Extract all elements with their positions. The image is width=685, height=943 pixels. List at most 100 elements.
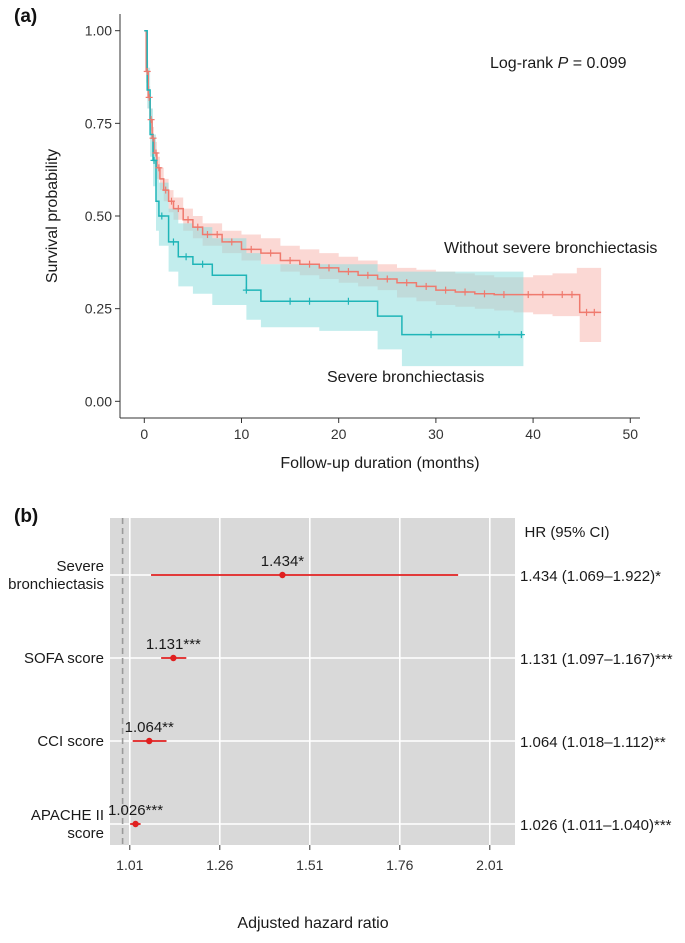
km-x-tick-label: 40 — [525, 426, 541, 442]
panel-a-label: (a) — [14, 6, 37, 27]
km-plot: 0.00 0.25 0.50 0.75 1.00 0 10 20 30 40 50 — [85, 14, 640, 442]
censor-mark-without-severe — [286, 256, 294, 264]
km-x-ticks: 0 10 20 30 40 50 — [140, 418, 638, 442]
censor-mark-without-severe — [461, 288, 469, 296]
forest-point — [132, 820, 139, 828]
km-y-tick-label: 1.00 — [85, 23, 112, 39]
censor-mark-without-severe — [442, 286, 450, 294]
forest-row-label: SOFA score — [24, 650, 104, 667]
forest-point-label: 1.064** — [125, 719, 174, 736]
censor-mark-without-severe — [524, 291, 532, 299]
censor-mark-without-severe — [583, 308, 591, 316]
forest-ci-text: 1.064 (1.018–1.112)** — [520, 734, 666, 751]
forest-point — [279, 571, 286, 579]
km-x-tick-label: 20 — [331, 426, 347, 442]
forest-panel-background — [110, 518, 515, 845]
forest-row-label: Severe — [56, 558, 104, 575]
censor-mark-without-severe — [152, 149, 160, 157]
censor-mark-without-severe — [168, 197, 176, 205]
km-curve-severe — [144, 29, 524, 336]
censor-mark-without-severe — [155, 164, 163, 172]
censor-mark-severe — [495, 331, 503, 339]
censor-mark-without-severe — [143, 67, 151, 75]
censor-mark-without-severe — [590, 308, 598, 316]
km-ci-band-severe — [144, 30, 524, 367]
km-x-axis-title: Follow-up duration (months) — [280, 455, 479, 472]
censor-mark-without-severe — [228, 238, 236, 246]
forest-ci-text: 1.434 (1.069–1.922)* — [520, 568, 661, 585]
forest-row-label: bronchiectasis — [8, 576, 104, 593]
km-y-ticks: 0.00 0.25 0.50 0.75 1.00 — [85, 23, 120, 409]
forest-point-label: 1.131*** — [146, 636, 201, 653]
forest-row-label: APACHE II — [31, 807, 104, 824]
logrank-annotation: Log-rank P = 0.099 — [490, 55, 627, 72]
censor-mark-without-severe — [422, 282, 430, 290]
censor-mark-without-severe — [213, 231, 221, 239]
censor-mark-without-severe — [500, 291, 508, 299]
forest-ci-text: 1.026 (1.011–1.040)*** — [520, 817, 672, 834]
km-y-tick-label: 0.50 — [85, 208, 112, 224]
censor-mark-without-severe — [568, 291, 576, 299]
censor-mark-without-severe — [203, 231, 211, 239]
forest-x-tick-label: 1.76 — [386, 857, 413, 873]
km-x-tick-label: 50 — [622, 426, 638, 442]
forest-ci-text: 1.131 (1.097–1.167)*** — [520, 651, 673, 668]
censor-mark-severe — [199, 260, 207, 268]
legend-label-without-severe: Without severe bronchiectasis — [444, 240, 657, 257]
censor-mark-without-severe — [194, 223, 202, 231]
censor-mark-without-severe — [325, 264, 333, 272]
panel-b-label: (b) — [14, 506, 38, 527]
censor-mark-without-severe — [267, 249, 275, 257]
censor-mark-without-severe — [364, 271, 372, 279]
km-y-tick-label: 0.75 — [85, 115, 112, 131]
km-y-tick-label: 0.00 — [85, 393, 112, 409]
censor-mark-severe — [169, 238, 177, 246]
censor-mark-without-severe — [403, 279, 411, 287]
forest-point-label: 1.434* — [261, 553, 305, 570]
legend-label-severe: Severe bronchiectasis — [327, 369, 484, 386]
censor-mark-without-severe — [306, 260, 314, 268]
km-x-tick-label: 10 — [234, 426, 250, 442]
forest-x-tick-label: 1.51 — [296, 857, 323, 873]
km-x-tick-label: 0 — [140, 426, 148, 442]
censor-mark-severe — [242, 286, 250, 294]
forest-x-axis-title: Adjusted hazard ratio — [237, 915, 388, 932]
censor-mark-without-severe — [344, 268, 352, 276]
forest-row: CCI score 1.064** 1.064 (1.018–1.112)** — [37, 719, 666, 751]
censor-mark-without-severe — [247, 245, 255, 253]
forest-point-label: 1.026*** — [108, 802, 163, 819]
km-y-tick-label: 0.25 — [85, 301, 112, 317]
forest-row-label: CCI score — [37, 733, 104, 750]
censor-mark-severe — [182, 253, 190, 261]
forest-x-ticks: 1.01 1.26 1.51 1.76 2.01 — [116, 845, 504, 873]
censor-mark-without-severe — [162, 186, 170, 194]
censor-mark-without-severe — [147, 116, 155, 124]
censor-mark-without-severe — [383, 275, 391, 283]
censor-mark-without-severe — [145, 93, 153, 101]
km-confidence-bands — [144, 30, 602, 367]
km-x-tick-label: 30 — [428, 426, 444, 442]
forest-point — [146, 737, 153, 745]
censor-mark-severe — [158, 212, 166, 220]
censor-mark-without-severe — [480, 290, 488, 298]
censor-mark-severe — [286, 297, 294, 305]
forest-x-tick-label: 2.01 — [476, 857, 503, 873]
forest-row-label: score — [67, 825, 104, 842]
censor-mark-severe — [427, 331, 435, 339]
censor-mark-severe — [306, 297, 314, 305]
forest-x-tick-label: 1.01 — [116, 857, 143, 873]
censor-mark-without-severe — [184, 216, 192, 224]
censor-mark-severe — [517, 331, 525, 339]
forest-x-tick-label: 1.26 — [206, 857, 233, 873]
censor-mark-without-severe — [149, 134, 157, 142]
ci-column-header: HR (95% CI) — [524, 524, 609, 541]
censor-mark-without-severe — [539, 291, 547, 299]
km-censor-marks — [143, 67, 598, 339]
forest-row: SOFA score 1.131*** 1.131 (1.097–1.167)*** — [24, 636, 673, 668]
forest-point — [170, 654, 177, 662]
censor-mark-severe — [150, 156, 158, 164]
